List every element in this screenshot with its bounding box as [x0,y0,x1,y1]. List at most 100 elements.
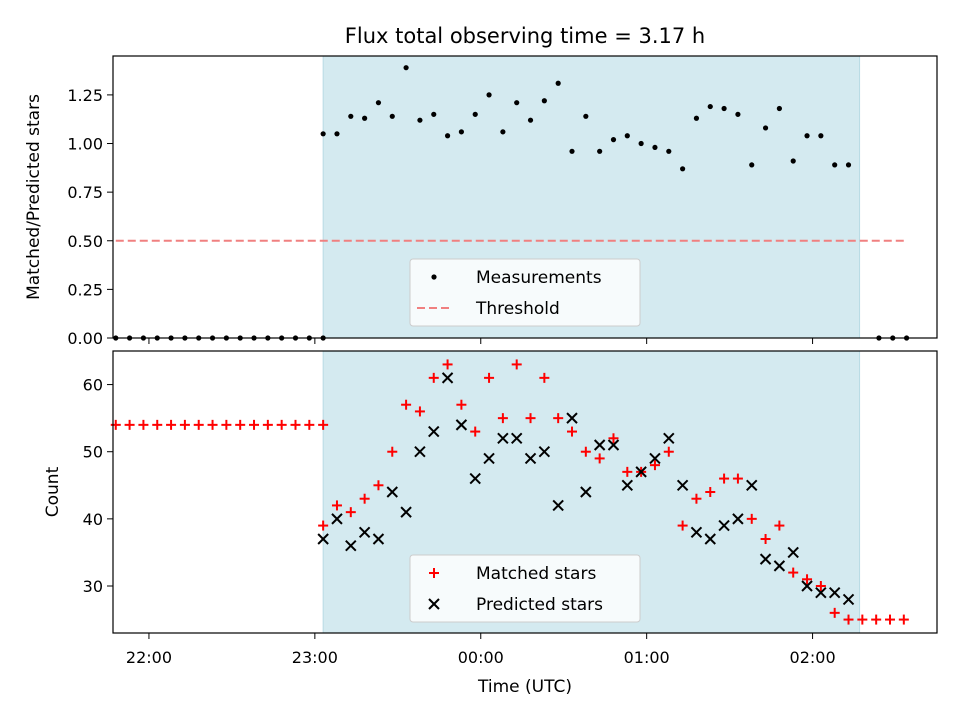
measurement-point [735,111,741,117]
measurement-point [375,100,382,106]
y-tick-label: 0.00 [67,329,103,348]
measurement-point [638,140,644,147]
predicted-star-point [621,479,634,491]
matched-star-point [318,520,329,531]
cross-b [593,439,606,451]
measurement-point [569,148,575,154]
legend-box [409,258,641,327]
predicted-star-point [649,452,661,465]
measurement-point [597,148,603,154]
measurement-point [348,113,354,119]
matched-star-point [470,426,481,437]
matched-star-point [387,446,398,457]
matched-star-point [649,460,660,471]
matched-star-point [677,520,688,531]
cross-b [773,560,786,572]
cross-b [483,452,495,465]
x-axis-label: Time (UTC) [477,677,572,697]
predicted-star-point [607,439,620,451]
x-tick-label: 00:00 [458,648,504,667]
measurement-point [776,105,782,112]
cross-b [345,540,357,552]
measurement-point [541,98,547,104]
legend-label: Matched stars [476,564,596,584]
matched-star-point [359,493,370,504]
cross-b [414,446,426,458]
predicted-star-point [538,446,551,458]
matched-star-point [110,419,121,430]
measurement-point [624,133,630,139]
predicted-star-point [690,526,703,538]
y-tick-label: 0.75 [67,183,103,202]
matched-star-point [719,473,730,484]
cross-b [331,513,343,525]
matched-star-point [166,419,177,430]
predicted-star-point [455,419,468,431]
predicted-star-point [386,486,398,498]
bottom-axes: 30 40 50 60 22:00 23:00 00:00 01:00 02:00 [83,376,836,667]
y-tick-label: 30 [83,577,103,596]
matched-star-point [414,406,425,417]
top-y-axis-label: Matched/Predicted stars [24,94,44,300]
cross-b [441,372,454,384]
measurement-point [680,166,686,172]
matched-star-point [871,614,882,625]
predicted-star-point [787,546,799,559]
matched-star-point [622,466,633,477]
measurement-point [362,115,368,121]
legend-label: Measurements [476,268,602,288]
x-tick-label: 02:00 [790,648,836,667]
y-tick-label: 50 [83,443,103,462]
predicted-star-point [469,472,481,485]
measurement-point [514,100,520,106]
cross-b [663,432,675,444]
matched-star-point [262,419,273,430]
measurement-point [555,80,561,86]
matched-star-point [774,520,785,531]
cross-b [746,479,758,491]
cross-b [801,580,813,592]
matched-star-point [760,534,771,544]
bottom-legend: Matched stars Predicted stars [409,554,641,623]
cross-b [607,439,620,451]
measurement-point [652,144,658,151]
matched-star-point [553,413,564,424]
y-tick-label: 40 [83,510,103,529]
predicted-star-point [815,587,827,599]
x-tick-label: 23:00 [292,648,338,667]
y-tick-label: 60 [83,376,103,395]
matched-star-point [497,413,508,424]
predicted-star-point [372,533,385,545]
measurement-point [666,148,672,154]
cross-b [759,553,772,565]
matched-star-point [484,372,495,383]
x-tick-label: 01:00 [624,648,670,667]
predicted-star-point [345,540,357,552]
cross-b [718,519,730,532]
matched-star-point [179,419,190,430]
top-y-axis: 0.00 0.25 0.50 0.75 1.00 1.25 [67,86,814,348]
predicted-star-point [773,560,786,572]
x-tick-label: 22:00 [126,648,172,667]
measurement-point [693,115,700,121]
measurement-point [610,137,617,143]
cross-b [815,587,827,599]
matched-star-point [511,359,522,370]
matched-star-point [898,614,909,625]
predicted-star-point [428,598,440,610]
cross-b [358,526,371,538]
predicted-star-point [331,513,343,525]
predicted-star-point [552,499,564,512]
matched-star-point [304,419,315,430]
measurement-point [804,133,810,139]
legend-dot-marker [431,274,437,280]
predicted-star-point [732,513,744,525]
predicted-star-point [428,425,440,438]
predicted-star-point [524,452,537,465]
predicted-star-point [441,372,454,384]
top-axes-frame [112,55,938,339]
cross-b [317,533,329,545]
measurement-point [334,131,340,137]
top-legend: Measurements Threshold [409,258,641,327]
